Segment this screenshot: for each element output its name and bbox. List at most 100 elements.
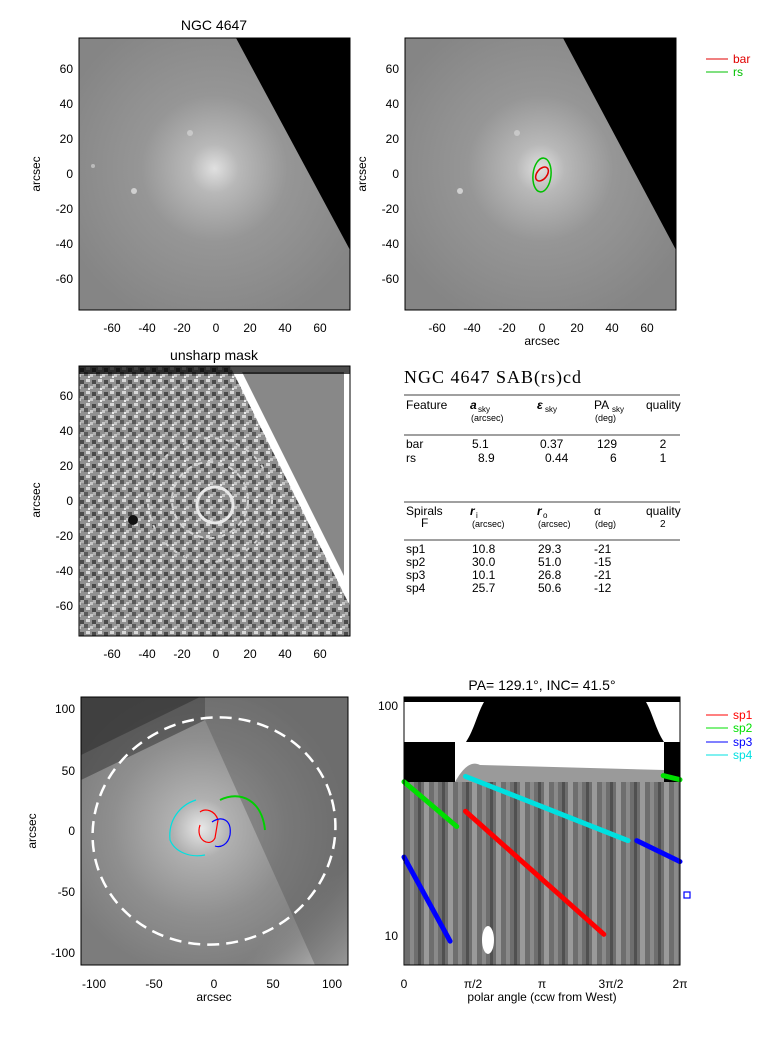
panel6-title: PA= 129.1°, INC= 41.5° <box>468 677 615 693</box>
tick-label: 20 <box>386 132 400 146</box>
svg-text:129: 129 <box>597 437 617 451</box>
svg-text:2: 2 <box>660 519 666 530</box>
svg-text:sp3: sp3 <box>406 568 426 582</box>
svg-text:(deg): (deg) <box>595 519 616 529</box>
sp1-arc <box>198 809 219 843</box>
tick-label: 40 <box>278 321 292 335</box>
panel1-yticks: 60 40 20 0 -20 -40 -60 <box>56 62 74 286</box>
svg-text:i: i <box>476 511 478 520</box>
svg-text:50.6: 50.6 <box>538 581 562 595</box>
tick-label: -40 <box>56 237 74 251</box>
panel-image-unsharp-mask <box>78 365 351 637</box>
panel1-ylabel: arcsec <box>29 156 43 191</box>
tick-label: 0 <box>68 824 75 838</box>
svg-text:25.7: 25.7 <box>472 581 496 595</box>
tick-label: 0 <box>66 167 73 181</box>
svg-text:sp1: sp1 <box>406 542 426 556</box>
panel1-title: NGC 4647 <box>181 17 247 33</box>
panel6-legend: sp1 sp2 sp3 sp4 <box>706 708 753 762</box>
tick-label: -20 <box>56 529 74 543</box>
svg-text:bar: bar <box>406 437 423 451</box>
svg-text:ε: ε <box>537 398 543 412</box>
svg-text:-21: -21 <box>594 568 612 582</box>
feature-row-rs: rs 8.9 0.44 6 1 <box>406 451 667 465</box>
svg-text:29.3: 29.3 <box>538 542 562 556</box>
svg-text:10.8: 10.8 <box>472 542 496 556</box>
tick-label: 0 <box>211 977 218 991</box>
tick-label: 40 <box>60 424 74 438</box>
sp3-arc <box>211 818 231 848</box>
panel5-xlabel: arcsec <box>196 990 231 1004</box>
svg-text:r: r <box>537 504 543 518</box>
sp3-outlier-marker <box>683 891 691 899</box>
svg-text:(deg): (deg) <box>595 413 616 423</box>
tick-label: -60 <box>56 272 74 286</box>
tick-label: -20 <box>382 202 400 216</box>
svg-text:(arcsec): (arcsec) <box>538 519 571 529</box>
tick-label: -40 <box>463 321 481 335</box>
series-line-sp2 <box>660 773 683 783</box>
tick-label: -100 <box>51 946 75 960</box>
svg-text:F: F <box>421 516 428 530</box>
legend-bar: bar <box>733 52 750 66</box>
tick-label: 0 <box>539 321 546 335</box>
series-line-sp3 <box>401 854 453 944</box>
tick-label: 60 <box>60 389 74 403</box>
legend-sp1: sp1 <box>733 708 753 722</box>
tick-label: 20 <box>60 132 74 146</box>
tick-label: -60 <box>382 272 400 286</box>
panel2-yticks: 60 40 20 0 -20 -40 -60 <box>382 62 400 286</box>
tick-label: 0 <box>213 647 220 661</box>
legend-sp2: sp2 <box>733 721 753 735</box>
tick-label: -40 <box>138 647 156 661</box>
panel3-yticks: 60 40 20 0 -20 -40 -60 <box>56 389 74 613</box>
svg-text:-21: -21 <box>594 542 612 556</box>
legend-sp3: sp3 <box>733 735 753 749</box>
panel2-xticks: -60 -40 -20 0 20 40 60 <box>428 321 654 335</box>
legend-rs: rs <box>733 65 743 79</box>
tick-label: -100 <box>82 977 106 991</box>
tick-label: -40 <box>138 321 156 335</box>
svg-text:0.37: 0.37 <box>540 437 564 451</box>
tick-label: -60 <box>103 321 121 335</box>
svg-text:a: a <box>470 398 477 412</box>
tick-label: 50 <box>62 764 76 778</box>
panel3-ylabel: arcsec <box>29 482 43 517</box>
disk-ellipse <box>91 716 337 946</box>
panel2-xlabel: arcsec <box>524 334 559 348</box>
svg-text:α: α <box>594 504 601 518</box>
tick-label: 60 <box>313 647 327 661</box>
tick-label: π <box>538 977 546 991</box>
tick-label: 0 <box>392 167 399 181</box>
panel2-legend: bar rs <box>706 52 750 79</box>
tick-label: 2π <box>673 977 688 991</box>
svg-text:0.44: 0.44 <box>545 451 569 465</box>
svg-text:1: 1 <box>660 451 667 465</box>
panel-polar-plot <box>401 696 691 966</box>
tick-label: 60 <box>313 321 327 335</box>
tick-label: 20 <box>243 647 257 661</box>
panel6-xlabel: polar angle (ccw from West) <box>467 990 616 1004</box>
tick-label: 60 <box>60 62 74 76</box>
tick-label: 50 <box>266 977 280 991</box>
tick-label: -20 <box>173 321 191 335</box>
features-header: Feature a sky (arcsec) ε sky PA sky (deg… <box>406 398 681 423</box>
panel6-xticks: 0 π/2 π 3π/2 2π <box>401 977 688 991</box>
tick-label: 40 <box>278 647 292 661</box>
svg-text:quality: quality <box>646 504 681 518</box>
svg-text:51.0: 51.0 <box>538 555 562 569</box>
svg-text:sky: sky <box>612 405 624 414</box>
feature-row-bar: bar 5.1 0.37 129 2 <box>406 437 667 451</box>
tick-label: -40 <box>382 237 400 251</box>
spiral-row-sp4: sp4 25.7 50.6 -12 <box>406 581 612 595</box>
svg-text:(arcsec): (arcsec) <box>472 519 505 529</box>
svg-text:r: r <box>470 504 476 518</box>
tick-label: -60 <box>103 647 121 661</box>
tick-label: 40 <box>386 97 400 111</box>
sp4-arc <box>169 799 206 857</box>
rs-ellipse <box>532 157 552 193</box>
tick-label: 40 <box>60 97 74 111</box>
tick-label: 20 <box>60 459 74 473</box>
panel-image-spiral-overlay <box>80 696 349 966</box>
